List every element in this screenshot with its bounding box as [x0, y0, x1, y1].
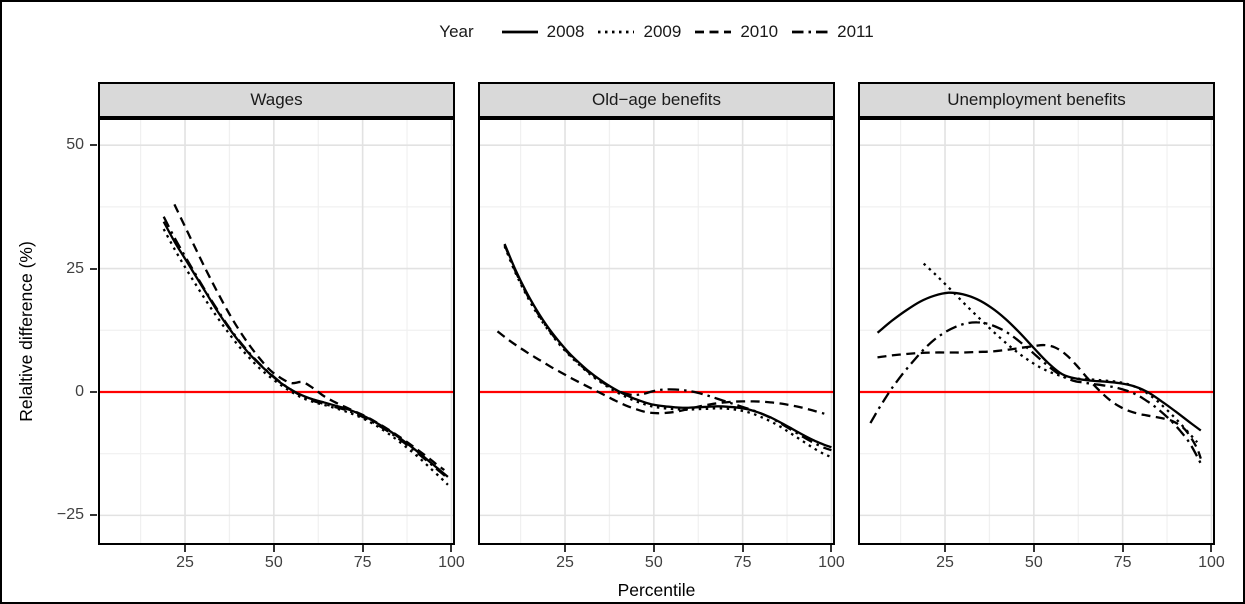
panel-plot-old-age-benefits	[478, 118, 835, 545]
x-tick-label: 50	[1024, 554, 1043, 571]
series-line-2008	[876, 291, 1202, 432]
legend-title: Year	[439, 22, 474, 41]
panel-plot-wages	[98, 118, 455, 545]
x-tick-label: 25	[176, 554, 194, 571]
legend-item: 2009	[596, 22, 681, 42]
x-tick-mark	[361, 545, 364, 552]
x-tick-mark	[1121, 545, 1124, 552]
x-tick-mark	[830, 545, 833, 552]
x-tick-mark	[564, 545, 567, 552]
x-tick-label: 100	[818, 554, 845, 571]
legend-key-line-dotdash	[792, 30, 829, 34]
panel-svg	[98, 118, 455, 545]
legend-item-label: 2011	[837, 22, 874, 41]
y-tick-label: 0	[75, 382, 84, 400]
series-line-2011	[869, 321, 1202, 465]
x-tick-mark	[450, 545, 453, 552]
y-tick-mark	[90, 390, 97, 393]
x-tick-mark	[1032, 545, 1035, 552]
series-line-2010	[496, 330, 825, 415]
y-tick-mark	[90, 267, 97, 270]
facet-strip-wages: Wages	[98, 82, 455, 118]
legend-key-line-solid	[501, 30, 538, 34]
x-tick-label: 25	[936, 554, 954, 571]
panel-border	[858, 118, 1215, 545]
panel-svg	[858, 118, 1215, 545]
series-line-2010	[173, 203, 446, 471]
y-tick-mark	[90, 144, 97, 147]
x-tick-label: 75	[353, 554, 372, 571]
legend-key-line-dotted	[598, 30, 635, 34]
y-axis-title: Relaltive difference (%)	[15, 241, 36, 422]
legend-item-label: 2009	[643, 22, 682, 41]
panel-border	[98, 118, 455, 545]
legend-key-line-dashed	[695, 30, 732, 34]
x-tick-label: 75	[733, 554, 752, 571]
x-tick-mark	[652, 545, 655, 552]
legend-item: 2011	[790, 22, 874, 42]
series-line-2008	[503, 243, 832, 449]
y-tick-label: 25	[66, 259, 84, 277]
facet-strip-unemployment-benefits: Unemployment benefits	[858, 82, 1215, 118]
series-line-2011	[503, 244, 832, 452]
series-line-2008	[162, 221, 449, 478]
legend-item-label: 2010	[740, 22, 779, 41]
x-tick-label: 25	[556, 554, 574, 571]
y-tick-label: 50	[66, 136, 84, 154]
panel-plot-unemployment-benefits	[858, 118, 1215, 545]
series-line-2011	[162, 216, 449, 480]
series-line-2009	[922, 262, 1199, 444]
legend-item-label: 2008	[546, 22, 585, 41]
legend-items: 2008 2009 2010 2011	[494, 22, 874, 42]
x-tick-mark	[272, 545, 275, 552]
x-tick-mark	[184, 545, 187, 552]
x-tick-label: 100	[1198, 554, 1225, 571]
legend-item: 2008	[500, 22, 585, 42]
legend-item: 2010	[693, 22, 778, 42]
x-tick-label: 100	[438, 554, 465, 571]
series-line-2009	[162, 228, 449, 486]
facet-strip-old-age-benefits: Old−age benefits	[478, 82, 835, 118]
panel-svg	[478, 118, 835, 545]
x-tick-label: 75	[1113, 554, 1132, 571]
x-axis-title: Percentile	[617, 580, 696, 600]
y-tick-mark	[90, 514, 97, 517]
x-tick-mark	[1210, 545, 1213, 552]
series-line-2010	[877, 343, 1202, 460]
x-tick-label: 50	[644, 554, 663, 571]
series-line-2009	[503, 245, 832, 459]
legend: Year 2008 2009 2010 2011	[98, 14, 1215, 50]
y-tick-label: −25	[56, 506, 84, 524]
x-tick-label: 50	[264, 554, 283, 571]
panel-border	[478, 118, 835, 545]
x-tick-mark	[741, 545, 744, 552]
x-tick-mark	[944, 545, 947, 552]
